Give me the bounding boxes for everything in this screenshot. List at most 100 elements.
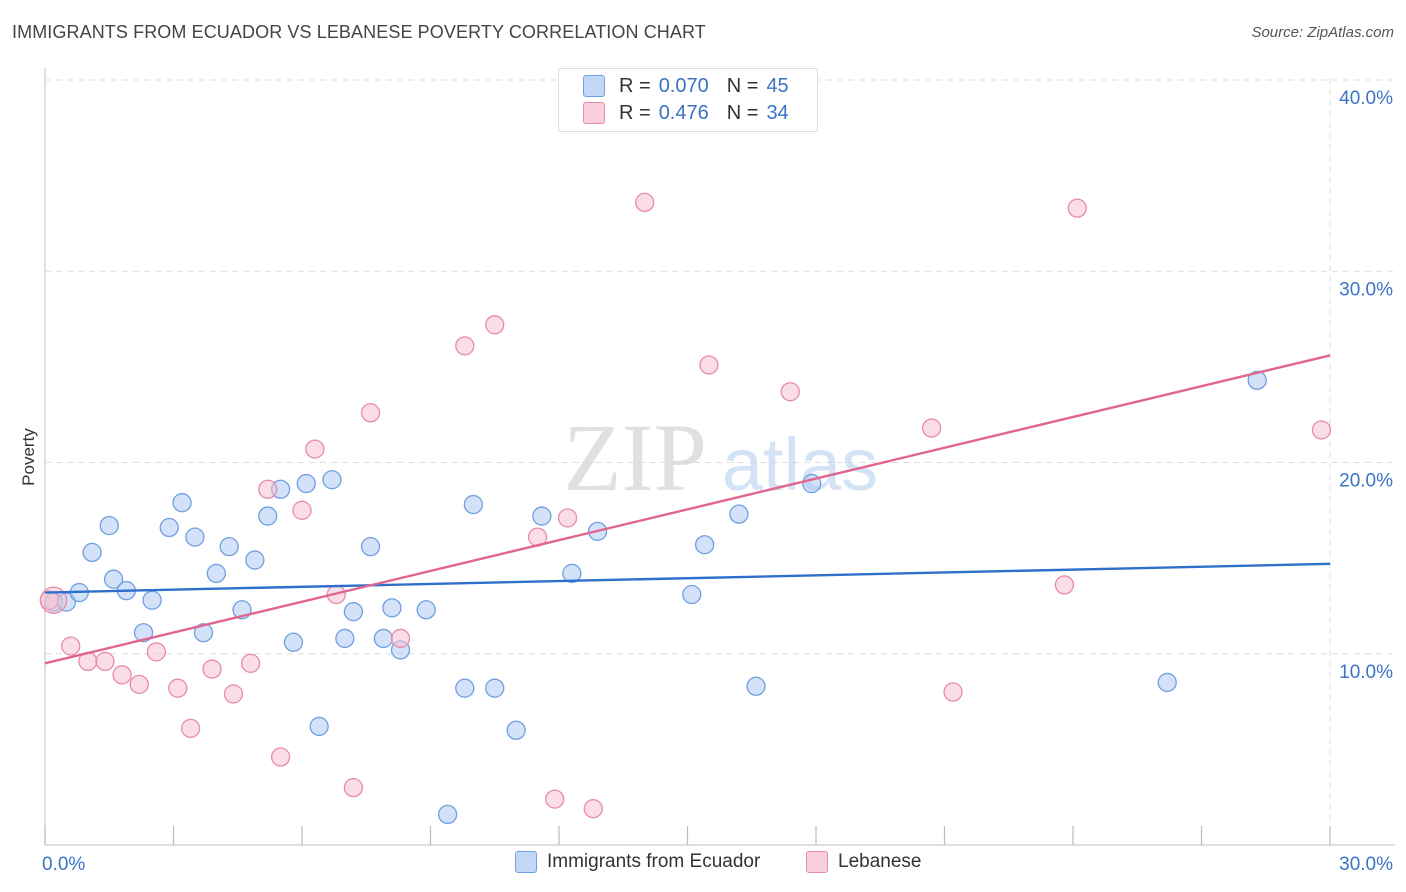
lebanese-point	[1067, 198, 1087, 218]
ecuador-point	[360, 537, 381, 557]
x-tick-label: 0.0%	[42, 854, 85, 875]
ecuador-point	[682, 584, 702, 605]
lebanese-point	[129, 674, 149, 694]
legend: R = 0.070 N = 45 R = 0.476 N = 34	[558, 68, 818, 132]
lebanese-point	[485, 315, 505, 335]
ecuador-point	[133, 623, 154, 643]
legend-swatch-ecuador	[583, 75, 605, 97]
legend-n-value: 45	[766, 74, 789, 97]
lebanese-point	[168, 678, 188, 698]
lebanese-point	[360, 403, 381, 423]
ecuador-trend-line	[44, 562, 1331, 594]
lebanese-point	[202, 659, 222, 679]
series-label-ecuador: Immigrants from Ecuador	[547, 851, 761, 872]
ecuador-point	[322, 470, 342, 490]
ecuador-point	[185, 527, 205, 547]
ecuador-point	[382, 598, 402, 618]
ecuador-point	[455, 678, 475, 698]
lebanese-point	[180, 718, 201, 738]
ecuador-point	[172, 493, 192, 513]
lebanese-point	[635, 192, 655, 213]
ecuador-point	[746, 676, 766, 696]
axis-labels: 10.0% 20.0% 30.0% 40.0% 0.0% 30.0% Poverty	[19, 88, 1393, 875]
ecuador-point	[82, 542, 102, 563]
lebanese-point	[1054, 575, 1075, 595]
lebanese-point	[699, 355, 719, 375]
ecuador-point	[296, 473, 316, 494]
lebanese-point	[223, 684, 244, 704]
y-tick-label: 40.0%	[1339, 88, 1393, 109]
y-tick-label: 20.0%	[1339, 471, 1393, 492]
lebanese-point	[305, 439, 325, 459]
series-legend: Immigrants from Ecuador Lebanese	[0, 851, 1406, 877]
legend-swatch-lebanese	[583, 102, 605, 124]
ecuador-point	[1247, 370, 1267, 390]
legend-r-label: R =	[619, 74, 651, 97]
ecuador-point	[103, 569, 124, 589]
lebanese-point	[258, 479, 278, 499]
legend-r-value: 0.070	[658, 74, 709, 97]
watermark: ZIP atlas	[563, 404, 878, 511]
lebanese-point	[95, 651, 115, 672]
ecuador-point	[283, 632, 304, 652]
lebanese-point	[292, 500, 312, 520]
series-swatch-ecuador	[515, 851, 537, 873]
ecuador-point	[485, 678, 505, 698]
ecuador-point	[729, 504, 749, 524]
series-legend-ecuador: Immigrants from Ecuador	[515, 851, 760, 873]
legend-n-label: N =	[726, 74, 759, 97]
lebanese-point	[943, 682, 963, 702]
ecuador-point	[562, 563, 582, 584]
ecuador-point	[416, 600, 436, 620]
ecuador-point	[258, 506, 278, 526]
chart-source: Source: ZipAtlas.com	[1251, 24, 1394, 41]
lebanese-point	[583, 799, 603, 819]
ecuador-point	[309, 716, 329, 737]
series-label-lebanese: Lebanese	[838, 851, 922, 872]
series-swatch-lebanese	[806, 851, 828, 873]
ecuador-point	[142, 590, 162, 610]
lebanese-trend-line	[44, 354, 1331, 665]
legend-row-ecuador: R = 0.070 N = 45	[583, 74, 807, 98]
lebanese-point	[343, 777, 364, 798]
lebanese-point	[455, 336, 475, 356]
lebanese-point	[240, 653, 261, 673]
ecuador-point	[245, 550, 265, 570]
y-tick-label: 30.0%	[1339, 279, 1393, 300]
y-tick-label: 10.0%	[1339, 662, 1393, 683]
ecuador-point	[532, 506, 552, 526]
legend-n-value: 34	[766, 101, 789, 124]
trend-lines	[44, 354, 1331, 665]
lebanese-point	[557, 508, 578, 528]
series-legend-lebanese: Lebanese	[806, 851, 921, 873]
ecuador-point	[335, 628, 355, 649]
ecuador-point	[99, 515, 119, 536]
lebanese-point	[1311, 420, 1332, 440]
ecuador-point	[219, 537, 239, 557]
y-axis-title: Poverty	[19, 428, 38, 486]
legend-n-label: N =	[726, 101, 759, 124]
lebanese-point	[922, 418, 942, 438]
ecuador-point	[159, 517, 179, 538]
ecuador-point	[437, 804, 458, 825]
ecuador-point	[193, 623, 214, 643]
ecuador-point	[506, 720, 526, 740]
gridlines	[45, 78, 1395, 845]
axes	[44, 68, 1395, 846]
lebanese-point	[390, 628, 411, 649]
ecuador-point	[343, 602, 364, 622]
watermark-atlas: atlas	[722, 423, 878, 506]
watermark-zip: ZIP	[563, 404, 707, 511]
x-tick-label: 30.0%	[1339, 854, 1393, 875]
ecuador-point	[463, 494, 483, 515]
chart-title: IMMIGRANTS FROM ECUADOR VS LEBANESE POVE…	[12, 22, 706, 42]
ecuador-point	[206, 563, 226, 584]
lebanese-point	[61, 636, 81, 656]
legend-row-lebanese: R = 0.476 N = 34	[583, 101, 807, 125]
lebanese-point	[270, 747, 291, 767]
ecuador-point	[694, 535, 715, 555]
lebanese-point	[780, 382, 800, 402]
ecuador-point	[1157, 672, 1177, 693]
lebanese-point	[112, 665, 132, 685]
